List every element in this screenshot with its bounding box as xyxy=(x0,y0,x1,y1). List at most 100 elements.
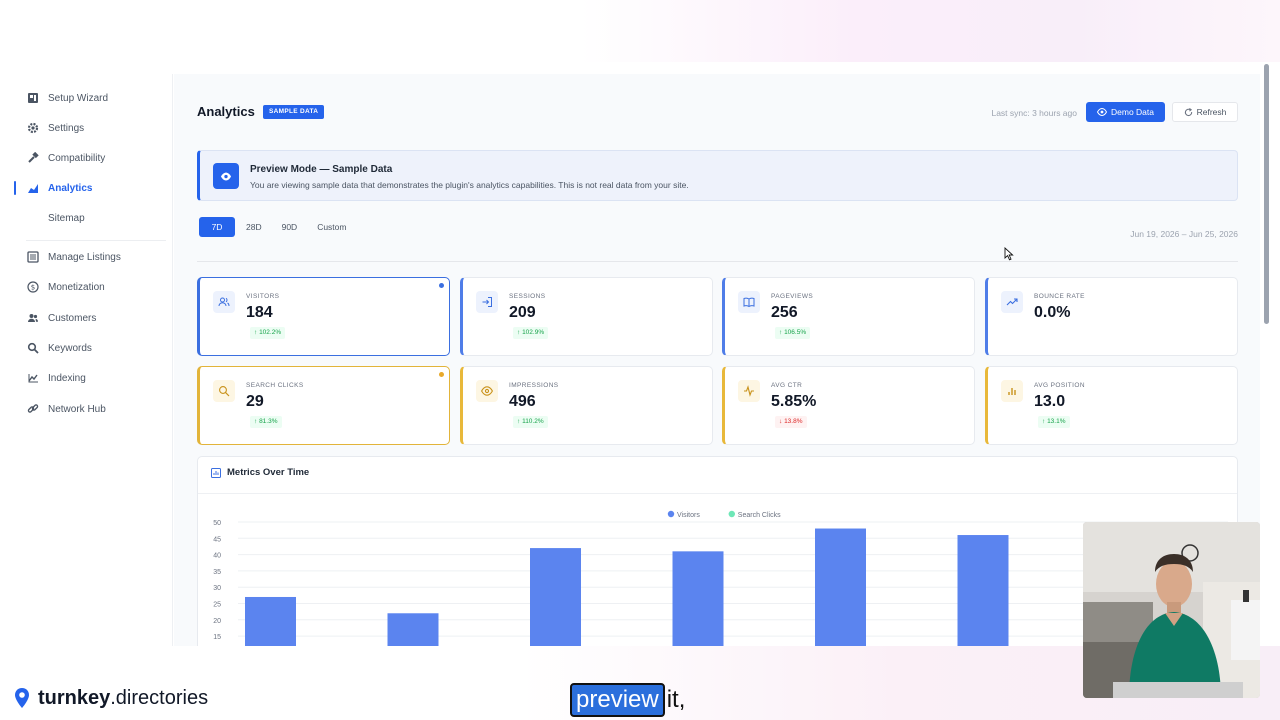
range-7d[interactable]: 7D xyxy=(199,217,235,237)
metric-value: 13.0 xyxy=(1034,393,1066,410)
bar-visitors xyxy=(387,613,439,646)
sidebar-item-sitemap[interactable]: Sitemap xyxy=(10,206,173,230)
chart-icon xyxy=(211,467,221,478)
list-icon xyxy=(26,250,40,264)
range-90d[interactable]: 90D xyxy=(281,222,298,232)
bar-visitors xyxy=(815,528,866,646)
legend-label: Search Clicks xyxy=(738,512,781,519)
trending-up-icon xyxy=(1001,291,1023,313)
main-content: Analytics SAMPLE DATA Last sync: 3 hours… xyxy=(174,74,1260,646)
chart-title: Metrics Over Time xyxy=(227,467,310,478)
metric-delta: ↑ 106.5% xyxy=(775,327,811,339)
preview-mode-banner: Preview Mode — Sample Data You are viewi… xyxy=(197,150,1238,201)
metric-delta: ↑ 81.3% xyxy=(250,416,282,428)
metric-card-pageviews[interactable]: PAGEVIEWS 256 ↑ 106.5% xyxy=(722,277,975,356)
sidebar-item-analytics[interactable]: Analytics xyxy=(10,176,173,200)
metric-value: 29 xyxy=(246,393,264,410)
bar-visitors xyxy=(957,535,1009,646)
metric-value: 184 xyxy=(246,304,273,321)
sidebar-item-compatibility[interactable]: Compatibility xyxy=(10,146,173,170)
legend-swatch xyxy=(667,510,675,518)
sidebar-item-monetization[interactable]: $ Monetization xyxy=(10,275,173,299)
scrollbar-track[interactable] xyxy=(1262,62,1270,646)
gear-icon xyxy=(26,121,40,135)
y-tick-label: 35 xyxy=(213,569,221,576)
search-icon xyxy=(26,341,40,355)
metric-delta: ↑ 102.2% xyxy=(250,327,286,339)
range-custom[interactable]: Custom xyxy=(317,222,347,232)
refresh-icon xyxy=(1184,107,1192,116)
sample-data-badge: SAMPLE DATA xyxy=(263,105,325,119)
y-tick-label: 25 xyxy=(213,602,221,609)
metric-label: AVG POSITION xyxy=(1034,382,1085,389)
bar-chart-icon xyxy=(26,181,40,195)
mouse-cursor-icon xyxy=(1004,247,1014,261)
metric-card-bounce-rate[interactable]: BOUNCE RATE 0.0% xyxy=(985,277,1238,356)
eye-icon xyxy=(1097,108,1107,116)
metric-card-sessions[interactable]: SESSIONS 209 ↑ 102.9% xyxy=(460,277,713,356)
bar-chart: 15 20 25 30 35 40 45 50 Visitors Search Clicks xyxy=(213,510,1228,646)
metric-label: SEARCH CLICKS xyxy=(246,382,304,389)
sidebar-item-label: Monetization xyxy=(48,281,105,293)
brand-name: turnkey.directories xyxy=(38,686,209,709)
login-icon xyxy=(476,291,498,313)
search-icon xyxy=(213,380,235,402)
sidebar-item-label: Manage Listings xyxy=(48,251,121,263)
sitemap-icon xyxy=(26,211,40,225)
date-range-text: Jun 19, 2026 – Jun 25, 2026 xyxy=(1130,229,1238,239)
legend-label: Visitors xyxy=(677,512,700,519)
sidebar-item-label: Network Hub xyxy=(48,403,106,415)
banner-description: You are viewing sample data that demonst… xyxy=(250,180,689,190)
top-band xyxy=(0,0,1280,62)
sidebar-item-manage-listings[interactable]: Manage Listings xyxy=(10,245,173,269)
metric-card-avg-ctr[interactable]: AVG CTR 5.85% ↓ 13.8% xyxy=(722,366,975,445)
legend-swatch xyxy=(728,510,735,518)
users-icon xyxy=(213,291,235,313)
sidebar-item-label: Indexing xyxy=(48,372,86,384)
sidebar-item-network-hub[interactable]: Network Hub xyxy=(10,397,173,421)
metric-card-avg-position[interactable]: AVG POSITION 13.0 ↑ 13.1% xyxy=(985,366,1238,445)
y-tick-label: 15 xyxy=(213,634,221,641)
sidebar-item-indexing[interactable]: Indexing xyxy=(10,366,173,390)
sidebar-item-label: Analytics xyxy=(48,182,93,194)
y-tick-label: 20 xyxy=(213,618,221,625)
refresh-button[interactable]: Refresh xyxy=(1172,102,1238,122)
range-28d[interactable]: 28D xyxy=(246,222,262,232)
subtitle-rest: it, xyxy=(666,686,686,713)
demo-data-button[interactable]: Demo Data xyxy=(1086,102,1165,122)
webcam-video xyxy=(1083,522,1260,698)
metric-value: 5.85% xyxy=(771,393,817,410)
metric-card-search-clicks[interactable]: SEARCH CLICKS 29 ↑ 81.3% xyxy=(197,366,450,445)
metric-card-impressions[interactable]: IMPRESSIONS 496 ↑ 110.2% xyxy=(460,366,713,445)
video-subtitle: preview it, xyxy=(570,683,685,717)
selected-dot xyxy=(439,283,444,288)
scrollbar-thumb[interactable] xyxy=(1264,64,1269,324)
y-tick-label: 50 xyxy=(213,520,221,527)
brand-logo: turnkey.directories xyxy=(14,686,208,710)
page-title: Analytics xyxy=(197,104,255,119)
metric-label: IMPRESSIONS xyxy=(509,382,559,389)
metric-label: SESSIONS xyxy=(509,293,546,300)
sidebar-item-label: Customers xyxy=(48,312,97,324)
metric-label: PAGEVIEWS xyxy=(771,293,814,300)
sidebar-item-label: Settings xyxy=(48,122,85,134)
bar-visitors xyxy=(530,548,581,646)
sidebar-item-customers[interactable]: Customers xyxy=(10,306,173,330)
sidebar-item-settings[interactable]: Settings xyxy=(10,116,173,140)
bar-visitors xyxy=(672,551,724,646)
sidebar-item-label: Sitemap xyxy=(48,212,85,224)
users-icon xyxy=(26,311,40,325)
y-tick-label: 40 xyxy=(213,553,221,560)
setup-wizard-icon xyxy=(26,91,40,105)
bar-visitors xyxy=(245,596,296,646)
y-tick-label: 45 xyxy=(213,536,221,543)
sidebar-item-keywords[interactable]: Keywords xyxy=(10,336,173,360)
metric-card-visitors[interactable]: VISITORS 184 ↑ 102.2% xyxy=(197,277,450,356)
sidebar-item-label: Keywords xyxy=(48,342,92,354)
last-sync-text: Last sync: 3 hours ago xyxy=(991,108,1077,118)
selected-dot xyxy=(439,372,444,377)
dollar-icon: $ xyxy=(26,280,40,294)
y-tick-label: 30 xyxy=(213,585,221,592)
metric-delta: ↓ 13.8% xyxy=(775,416,807,428)
sidebar-item-setup-wizard[interactable]: Setup Wizard xyxy=(10,86,173,110)
